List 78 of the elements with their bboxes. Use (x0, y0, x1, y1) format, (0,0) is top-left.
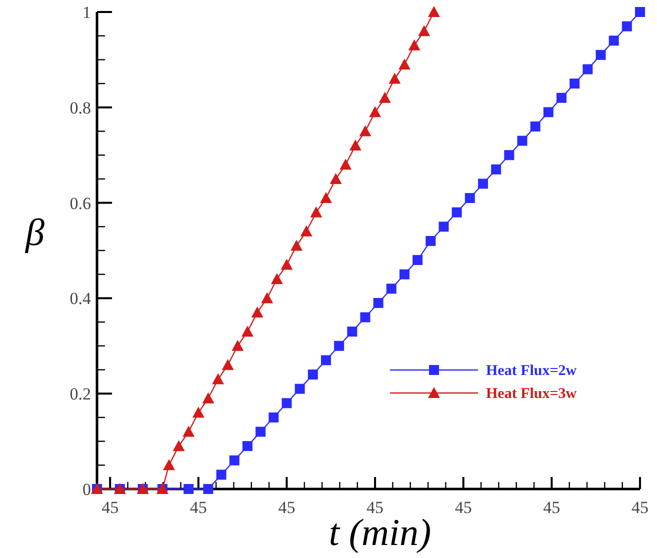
point (290, 240, 303, 251)
point (330, 172, 342, 184)
y-tick-label: 0.4 (70, 289, 92, 308)
point (530, 121, 540, 132)
point (308, 370, 318, 380)
point (635, 7, 645, 17)
point (452, 207, 462, 218)
y-tick-label: 0.8 (70, 98, 91, 118)
point (478, 178, 488, 189)
point (192, 406, 204, 418)
point (349, 140, 362, 151)
point (216, 470, 226, 480)
point (203, 484, 214, 494)
point (172, 440, 185, 452)
point (373, 298, 384, 308)
point (464, 193, 475, 204)
point (408, 39, 420, 50)
point (369, 106, 382, 118)
point (334, 340, 344, 351)
legend-entry: Heat Flux=2w (390, 363, 577, 379)
point (310, 206, 322, 218)
point (242, 441, 252, 452)
point (388, 72, 401, 84)
y-tick-label: 0 (82, 480, 91, 499)
point (340, 158, 352, 170)
point (504, 150, 514, 160)
point (596, 50, 606, 60)
point (412, 255, 423, 266)
point (300, 225, 312, 236)
legend-entry: Heat Flux=3w (390, 386, 577, 402)
point (399, 269, 410, 280)
y-tick-label: 1 (82, 3, 91, 22)
point (222, 358, 234, 370)
point (418, 25, 430, 36)
point (241, 326, 254, 337)
x-tick-label: 45 (190, 498, 207, 517)
point (162, 459, 175, 470)
point (347, 326, 358, 337)
y-tick-label: 0.6 (70, 194, 91, 213)
point (360, 312, 370, 322)
x-tick-label: 45 (102, 498, 119, 517)
point (543, 107, 554, 118)
point (608, 36, 619, 46)
x-tick-label: 45 (278, 498, 296, 517)
point (256, 426, 266, 437)
point (398, 58, 410, 70)
point (229, 455, 240, 466)
point (359, 125, 372, 136)
point (294, 384, 305, 394)
point (438, 222, 449, 232)
point (202, 392, 214, 404)
point (212, 373, 224, 384)
point (184, 484, 194, 494)
point (582, 64, 593, 74)
point (517, 136, 528, 146)
point (251, 306, 264, 318)
point (378, 92, 391, 103)
y-tick-label: 0.2 (70, 384, 91, 404)
x-tick-label: 45 (543, 498, 560, 517)
point (491, 164, 502, 174)
point (622, 21, 632, 32)
point (428, 6, 440, 17)
point (320, 355, 331, 366)
point (232, 340, 244, 351)
point (320, 192, 332, 204)
x-tick-label: 45 (454, 498, 472, 517)
point (426, 236, 436, 246)
point (386, 284, 396, 294)
point (570, 78, 580, 89)
point (270, 273, 283, 284)
x-tick-label: 45 (632, 498, 648, 517)
y-axis-title: β (24, 212, 45, 254)
point (261, 292, 274, 304)
point (182, 426, 195, 437)
point (282, 398, 292, 408)
point (280, 258, 293, 270)
point (268, 412, 279, 422)
point (556, 92, 566, 103)
